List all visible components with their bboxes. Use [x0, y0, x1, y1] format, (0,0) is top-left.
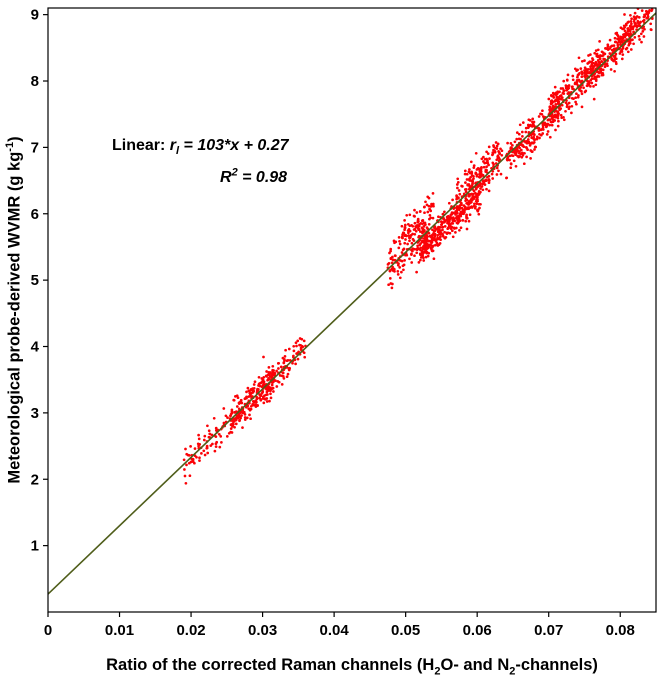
x-tick-label: 0.07 — [534, 622, 563, 639]
r-squared: R2 = 0.98 — [220, 162, 289, 194]
y-axis-label-superscript: -1 — [4, 141, 16, 152]
fit-equation-variable-subscript: l — [176, 145, 180, 158]
x-tick-label: 0.06 — [463, 622, 492, 639]
x-axis-label-mid: O- and N — [440, 656, 510, 674]
plot-box — [47, 7, 657, 613]
x-axis-label-tail: -channels) — [515, 656, 598, 674]
r-squared-symbol: R — [220, 169, 232, 186]
x-axis-label-subscript-2: 2 — [509, 665, 516, 678]
data-points — [182, 8, 654, 485]
y-tick-label: 3 — [31, 405, 39, 422]
y-tick-label: 4 — [31, 339, 40, 356]
y-tick-label: 8 — [31, 73, 39, 90]
y-tick-label: 5 — [31, 272, 39, 289]
x-axis-label-text: Ratio of the corrected Raman channels (H — [106, 656, 435, 674]
y-tick-label: 7 — [31, 139, 39, 156]
x-tick-label: 0.05 — [391, 622, 420, 639]
x-tick-label: 0.02 — [176, 622, 205, 639]
fit-line — [48, 12, 656, 595]
y-axis-label-text: Meteorological probe-derived WVMR (g kg — [5, 151, 24, 484]
x-axis-label-subscript-1: 2 — [434, 665, 441, 678]
y-axis-label-tail: ) — [5, 136, 24, 142]
fit-equation: Linear: rl = 103*x + 0.27 — [112, 130, 289, 162]
x-tick-label: 0.08 — [606, 622, 635, 639]
x-tick-label: 0.03 — [248, 622, 277, 639]
y-tick-label: 6 — [31, 206, 39, 223]
fit-equation-expression: = 103*x + 0.27 — [179, 137, 289, 154]
x-tick-label: 0.04 — [320, 622, 350, 639]
fit-equation-variable: r — [169, 137, 177, 154]
y-tick-label: 9 — [31, 7, 39, 24]
r-squared-value: = 0.98 — [237, 169, 288, 186]
y-tick-label: 2 — [31, 471, 39, 488]
y-tick-label: 1 — [31, 538, 39, 555]
fit-annotation: Linear: rl = 103*x + 0.27 R2 = 0.98 — [112, 130, 289, 194]
y-axis-label: Meteorological probe-derived WVMR (g kg-… — [4, 136, 25, 484]
x-axis-label: Ratio of the corrected Raman channels (H… — [48, 656, 656, 678]
x-tick-label: 0 — [44, 622, 52, 639]
x-tick-label: 0.01 — [105, 622, 134, 639]
r-squared-superscript: 2 — [231, 166, 238, 179]
fit-equation-prefix: Linear: — [112, 137, 170, 154]
